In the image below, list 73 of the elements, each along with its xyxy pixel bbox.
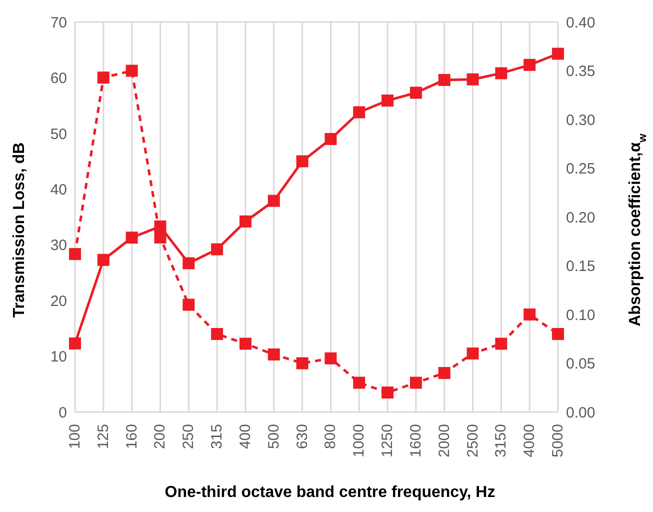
y-tick-label: 30 — [50, 237, 67, 254]
y-tick-label: 0 — [58, 404, 67, 422]
x-tick-label: 630 — [294, 424, 311, 450]
x-tick-label: 1000 — [350, 424, 368, 458]
point — [552, 48, 564, 60]
x-tick-label: 1600 — [407, 424, 424, 458]
point — [495, 338, 508, 350]
x-tick-label: 100 — [66, 424, 84, 450]
point — [524, 58, 536, 71]
y2-tick-label: 0.40 — [566, 14, 596, 32]
point — [552, 328, 564, 340]
y-tick-label: 60 — [50, 70, 67, 88]
point — [126, 64, 138, 77]
point — [69, 248, 81, 260]
point — [296, 155, 308, 168]
x-tick-label: 160 — [123, 424, 140, 450]
point — [324, 133, 337, 145]
point — [296, 357, 308, 370]
point — [126, 232, 138, 244]
x-tick-label: 250 — [180, 424, 198, 450]
x-axis-title: One-third octave band centre frequency, Hz — [164, 484, 496, 501]
x-tick-label: 315 — [208, 424, 226, 450]
y-tick-label: 40 — [50, 181, 67, 198]
x-tick-label: 1250 — [379, 424, 396, 458]
point — [69, 337, 81, 350]
y2-tick-label: 0.00 — [566, 404, 596, 422]
y-tick-label: 70 — [50, 14, 67, 32]
point — [353, 376, 366, 389]
y2-tick-label: 0.30 — [566, 112, 596, 129]
point — [466, 73, 479, 86]
point — [97, 254, 110, 266]
point — [324, 352, 337, 364]
x-tick-label: 200 — [152, 424, 169, 450]
point — [239, 338, 252, 350]
point — [211, 328, 224, 340]
x-tick-label: 800 — [322, 424, 340, 450]
y2-tick-label: 0.25 — [566, 160, 596, 178]
point — [211, 243, 224, 256]
point — [410, 86, 422, 99]
point — [97, 72, 110, 84]
point — [239, 215, 252, 228]
x-tick-label: 2500 — [464, 424, 482, 458]
y-axis-title: Transmission Loss, dB — [11, 142, 28, 318]
point — [154, 220, 166, 232]
point — [268, 348, 280, 360]
point — [524, 308, 536, 320]
point — [182, 298, 195, 311]
point — [154, 231, 166, 244]
x-tick-label: 5000 — [550, 424, 566, 458]
point — [268, 194, 280, 207]
point — [495, 67, 508, 80]
point — [382, 386, 394, 398]
x-tick-label: 400 — [236, 424, 254, 450]
x-tick-label: 3150 — [492, 424, 510, 458]
point — [466, 348, 479, 360]
x-tick-label: 4000 — [521, 424, 538, 458]
y2-tick-label: 0.10 — [566, 306, 596, 324]
x-tick-label: 2000 — [436, 424, 453, 458]
y-tick-label: 20 — [50, 292, 67, 310]
point — [438, 74, 450, 86]
x-tick-label: 125 — [94, 424, 112, 450]
y2-tick-label: 0.15 — [566, 258, 596, 276]
y-tick-label: 10 — [50, 348, 67, 366]
point — [382, 94, 394, 107]
y2-tick-label: 0.35 — [566, 63, 596, 80]
point — [353, 106, 366, 118]
y2-tick-label: 0.05 — [566, 356, 596, 373]
point — [438, 367, 450, 379]
point — [410, 376, 422, 389]
y2-tick-label: 0.20 — [566, 209, 596, 226]
point — [182, 257, 195, 270]
y-tick-label: 50 — [50, 126, 67, 143]
x-tick-label: 500 — [265, 424, 282, 450]
